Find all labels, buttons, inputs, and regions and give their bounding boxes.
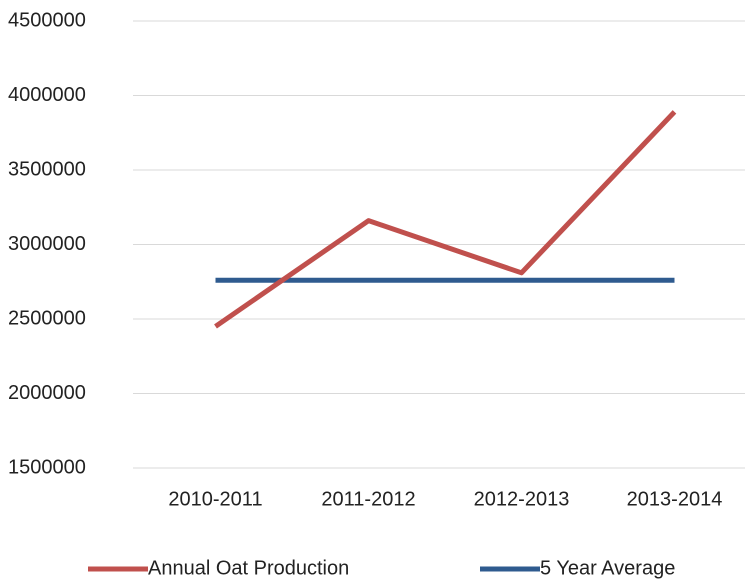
data-line [214,110,677,329]
y-tick-label: 4500000 [8,9,86,31]
x-tick-label: 2011-2012 [321,488,415,510]
x-tick-label: 2013-2014 [627,488,723,510]
y-tick-label: 4000000 [8,84,86,106]
y-tick-label: 2000000 [8,382,86,404]
x-tick-label: 2012-2013 [474,488,570,510]
y-tick-label: 3000000 [8,233,86,255]
legend-label: 5 Year Average [540,557,675,579]
legend-label: Annual Oat Production [148,557,349,579]
y-tick-label: 3500000 [8,158,86,180]
x-tick-label: 2010-2011 [168,488,262,510]
y-tick-label: 1500000 [8,456,86,478]
y-tick-label: 2500000 [8,307,86,329]
